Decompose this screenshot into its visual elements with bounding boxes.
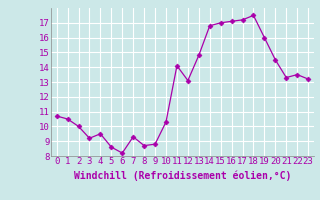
X-axis label: Windchill (Refroidissement éolien,°C): Windchill (Refroidissement éolien,°C) bbox=[74, 171, 291, 181]
